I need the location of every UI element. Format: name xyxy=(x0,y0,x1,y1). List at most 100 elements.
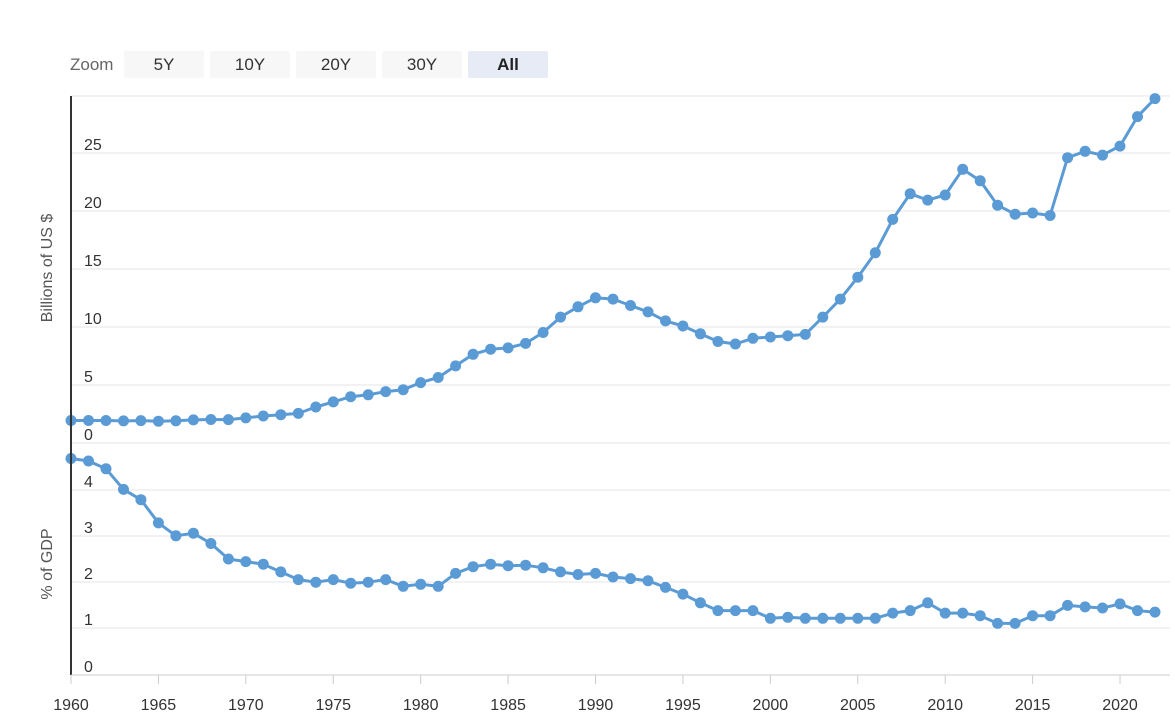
data-point xyxy=(817,612,829,624)
data-point xyxy=(782,611,794,623)
data-point xyxy=(257,410,269,422)
data-point xyxy=(1132,605,1143,617)
data-point xyxy=(729,605,741,617)
data-point xyxy=(607,293,619,305)
data-point xyxy=(485,343,497,355)
y-tick-label: 5 xyxy=(84,369,93,386)
data-point xyxy=(100,415,112,426)
data-point xyxy=(939,189,951,201)
data-point xyxy=(1079,601,1091,613)
data-point xyxy=(205,414,217,425)
data-point xyxy=(432,580,444,592)
data-point xyxy=(170,415,182,427)
data-point xyxy=(1044,210,1056,221)
data-point xyxy=(415,578,427,590)
x-tick-label: 1985 xyxy=(490,697,526,714)
x-tick-label: 1990 xyxy=(578,697,614,714)
data-point xyxy=(1062,152,1074,164)
data-point xyxy=(380,386,392,398)
data-point xyxy=(922,194,934,206)
zoom-10y-button[interactable]: 10Y xyxy=(210,51,290,78)
data-point xyxy=(502,342,514,354)
data-point xyxy=(1027,610,1039,622)
zoom-label: Zoom xyxy=(70,54,114,74)
data-point xyxy=(660,315,671,327)
data-point xyxy=(310,576,322,588)
data-point xyxy=(957,163,969,175)
data-point xyxy=(170,530,182,542)
data-point xyxy=(380,574,392,586)
x-tick-label: 1960 xyxy=(53,697,89,714)
series-line xyxy=(71,97,1157,423)
data-point xyxy=(362,576,374,588)
data-point xyxy=(222,414,234,426)
data-point xyxy=(729,338,741,350)
data-point xyxy=(747,332,759,344)
data-point xyxy=(292,574,304,586)
data-point xyxy=(135,415,147,427)
x-tick-label: 2010 xyxy=(927,697,963,714)
data-point xyxy=(799,612,811,624)
data-point xyxy=(607,571,619,583)
x-tick-label: 2020 xyxy=(1102,697,1138,714)
y-tick-label: 15 xyxy=(84,253,102,270)
data-point xyxy=(222,553,234,565)
data-point xyxy=(118,483,129,495)
data-point xyxy=(712,336,724,347)
y-tick-label: 0 xyxy=(84,659,93,676)
y-axis-title: Billions of US $ xyxy=(39,214,56,323)
zoom-30y-button[interactable]: 30Y xyxy=(382,51,462,78)
data-point xyxy=(205,538,217,549)
data-point xyxy=(887,213,899,225)
data-point xyxy=(572,569,584,580)
data-point xyxy=(1062,599,1074,611)
data-point xyxy=(257,558,269,570)
zoom-all-button[interactable]: All xyxy=(468,51,548,78)
data-point xyxy=(660,581,671,593)
data-point xyxy=(799,328,811,340)
data-point xyxy=(275,566,287,578)
data-point xyxy=(590,567,601,579)
data-point xyxy=(555,311,566,323)
x-tick-label: 2015 xyxy=(1015,697,1051,714)
zoom-20y-button[interactable]: 20Y xyxy=(296,51,376,78)
data-point xyxy=(467,561,479,573)
data-point xyxy=(432,372,444,383)
data-point xyxy=(1149,93,1161,105)
data-point xyxy=(187,527,199,539)
zoom-5y-button[interactable]: 5Y xyxy=(124,51,204,78)
data-point xyxy=(450,567,462,579)
y-tick-label: 3 xyxy=(84,520,93,537)
data-point xyxy=(694,597,706,609)
data-point xyxy=(327,396,339,408)
data-point xyxy=(292,407,304,419)
data-point xyxy=(992,199,1004,211)
data-point xyxy=(922,597,934,609)
data-point xyxy=(240,556,252,568)
series-line xyxy=(70,457,1156,625)
data-point xyxy=(625,300,636,311)
data-point xyxy=(135,494,147,506)
x-tick-label: 1995 xyxy=(665,697,701,714)
data-point xyxy=(1027,207,1039,219)
data-point xyxy=(1009,208,1021,220)
data-point xyxy=(83,415,94,426)
data-point xyxy=(817,311,829,323)
data-point xyxy=(1097,149,1108,161)
data-point xyxy=(327,574,339,586)
data-point xyxy=(572,301,584,313)
data-point xyxy=(1044,610,1056,622)
data-point xyxy=(450,360,462,372)
x-tick-label: 2005 xyxy=(840,697,876,714)
data-point xyxy=(152,415,164,427)
data-point xyxy=(852,612,864,624)
data-point xyxy=(537,562,549,574)
data-point xyxy=(100,463,112,475)
y-tick-label: 0 xyxy=(84,427,93,444)
data-point xyxy=(992,617,1004,629)
data-point xyxy=(904,188,916,200)
y-tick-label: 25 xyxy=(84,137,102,154)
data-point xyxy=(502,560,514,572)
zoom-bar: Zoom 5Y 10Y 20Y 30Y All xyxy=(70,51,554,78)
data-point xyxy=(555,566,566,578)
